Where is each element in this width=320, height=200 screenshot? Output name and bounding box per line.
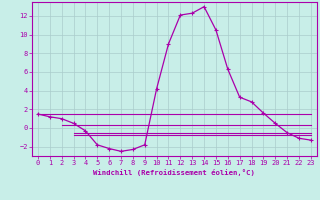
X-axis label: Windchill (Refroidissement éolien,°C): Windchill (Refroidissement éolien,°C) (93, 169, 255, 176)
